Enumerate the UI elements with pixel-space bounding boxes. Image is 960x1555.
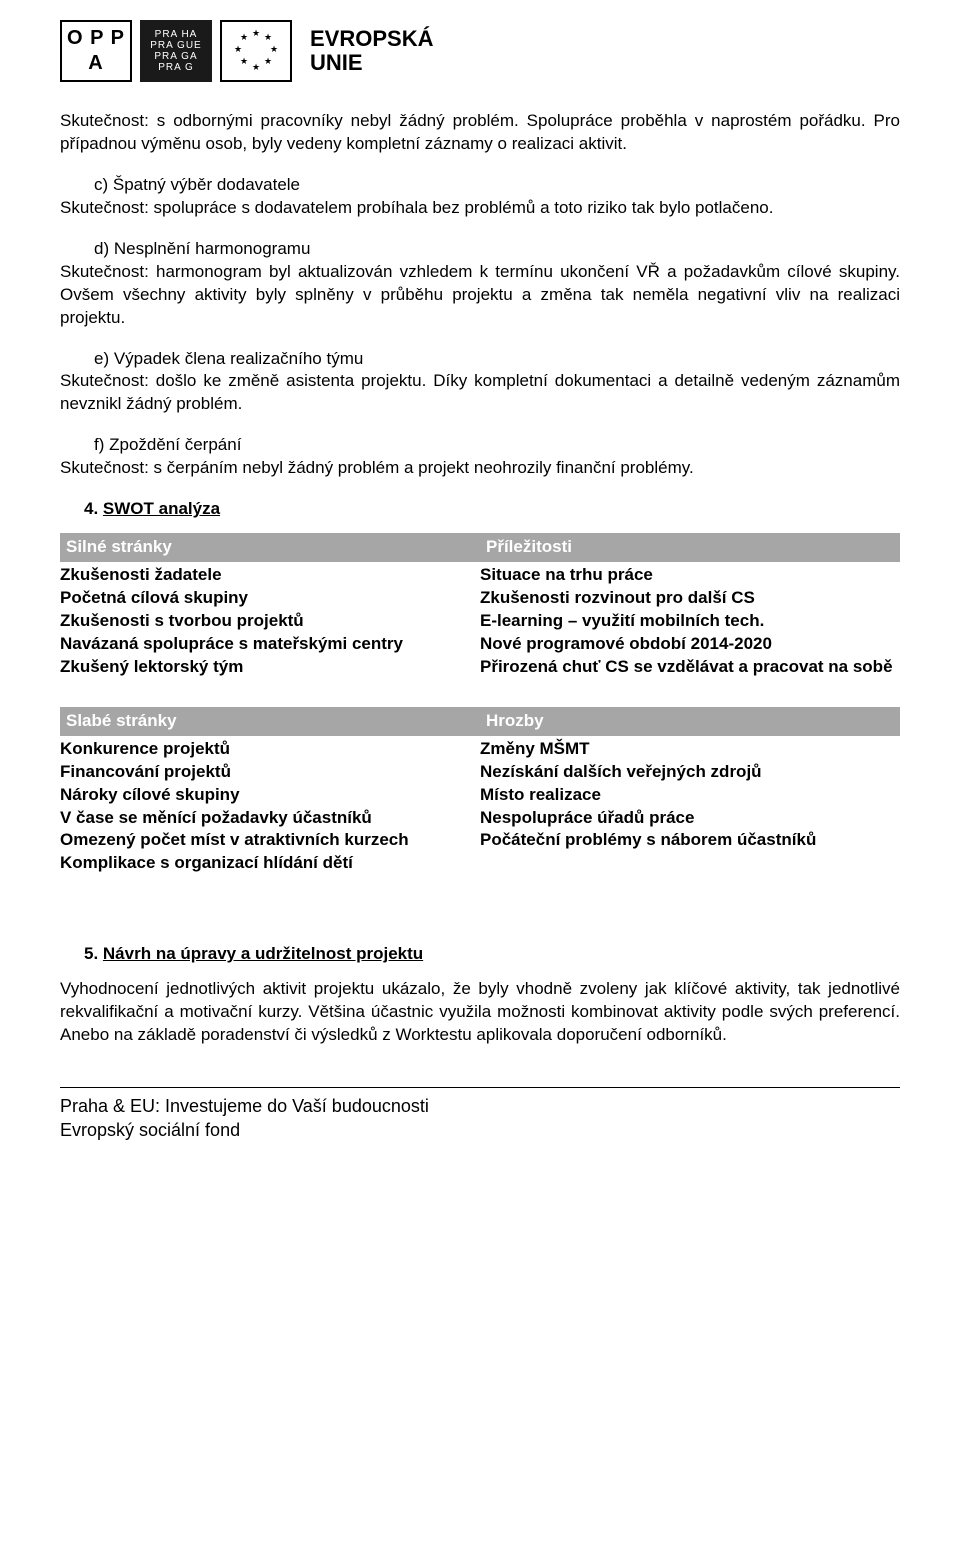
item-e-head: e) Výpadek člena realizačního týmu [60,348,900,371]
swot-line: Navázaná spolupráce s mateřskými centry [60,633,474,656]
section-5-body: Vyhodnocení jednotlivých aktivit projekt… [60,978,900,1047]
swot-body-opportunities: Situace na trhu práce Zkušenosti rozvino… [480,562,900,707]
swot-line: Nezískání dalších veřejných zdrojů [480,761,894,784]
swot-line: Konkurence projektů [60,738,474,761]
eu-stars-icon: ★ ★ ★ ★ ★ ★ ★ ★ [234,29,278,73]
logo-praha-l4: PRA G [158,62,194,73]
item-c-body: Skutečnost: spolupráce s dodavatelem pro… [60,197,900,220]
section-5-title: Návrh na úpravy a udržitelnost projektu [103,944,423,963]
swot-table: Silné stránky Zkušenosti žadatele Početn… [60,533,900,903]
page-footer: Praha & EU: Investujeme do Vaší budoucno… [60,1094,900,1143]
swot-line: Financování projektů [60,761,474,784]
swot-line: E-learning – využití mobilních tech. [480,610,894,633]
item-f-body: Skutečnost: s čerpáním nebyl žádný probl… [60,457,900,480]
swot-head-threats: Hrozby [480,707,900,736]
item-d-body: Skutečnost: harmonogram byl aktualizován… [60,261,900,330]
swot-body-threats: Změny MŠMT Nezískání dalších veřejných z… [480,736,900,881]
eu-text-l2: UNIE [310,51,433,75]
logo-praha-l3: PRA GA [154,51,197,62]
item-e-body: Skutečnost: došlo ke změně asistenta pro… [60,370,900,416]
item-d-head: d) Nesplnění harmonogramu [60,238,900,261]
swot-head-strengths: Silné stránky [60,533,480,562]
swot-line: Přirozená chuť CS se vzdělávat a pracova… [480,656,894,679]
item-f-head: f) Zpoždění čerpání [60,434,900,457]
logo-oppa-row2: A [88,50,103,77]
swot-line: Změny MŠMT [480,738,894,761]
eu-text-l1: EVROPSKÁ [310,27,433,51]
swot-line: Zkušenosti rozvinout pro další CS [480,587,894,610]
swot-line: Zkušenosti s tvorbou projektů [60,610,474,633]
logo-eu-text: EVROPSKÁ UNIE [310,27,433,75]
logo-oppa: O P P A [60,20,132,82]
swot-line: Nové programové období 2014-2020 [480,633,894,656]
section-4-title: SWOT analýza [103,499,220,518]
swot-line: Situace na trhu práce [480,564,894,587]
logo-oppa-row1: O P P [67,25,125,52]
swot-body-strengths: Zkušenosti žadatele Početná cílová skupi… [60,562,480,707]
swot-line: Nároky cílové skupiny [60,784,474,807]
footer-divider [60,1087,900,1088]
header-logos: O P P A PRA HA PRA GUE PRA GA PRA G ★ ★ … [60,20,900,82]
swot-line: Zkušenosti žadatele [60,564,474,587]
item-c-head: c) Špatný výběr dodavatele [60,174,900,197]
footer-line-1: Praha & EU: Investujeme do Vaší budoucno… [60,1094,900,1118]
swot-line: Nespolupráce úřadů práce [480,807,894,830]
swot-line: Místo realizace [480,784,894,807]
swot-body-weaknesses: Konkurence projektů Financování projektů… [60,736,480,904]
swot-line: Početná cílová skupiny [60,587,474,610]
footer-line-2: Evropský sociální fond [60,1118,900,1142]
section-4-heading: 4. SWOT analýza [84,498,900,521]
swot-line: Počáteční problémy s náborem účastníků [480,829,894,852]
swot-head-weaknesses: Slabé stránky [60,707,480,736]
section-5-num: 5. [84,944,103,963]
logo-eu-flag: ★ ★ ★ ★ ★ ★ ★ ★ [220,20,292,82]
logo-praha-l2: PRA GUE [150,40,201,51]
logo-praha: PRA HA PRA GUE PRA GA PRA G [140,20,212,82]
swot-line: V čase se měnící požadavky účastníků [60,807,474,830]
intro-paragraph: Skutečnost: s odbornými pracovníky nebyl… [60,110,900,156]
swot-head-opportunities: Příležitosti [480,533,900,562]
logo-praha-l1: PRA HA [155,29,198,40]
section-5-heading: 5. Návrh na úpravy a udržitelnost projek… [84,943,900,966]
section-4-num: 4. [84,499,103,518]
swot-line: Omezený počet míst v atraktivních kurzec… [60,829,474,852]
swot-line: Komplikace s organizací hlídání dětí [60,852,474,875]
swot-line: Zkušený lektorský tým [60,656,474,679]
